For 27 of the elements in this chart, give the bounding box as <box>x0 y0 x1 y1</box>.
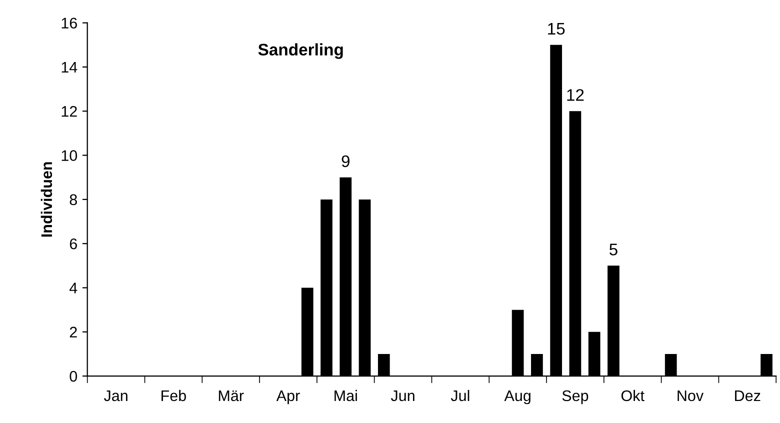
data-label: 5 <box>610 244 618 256</box>
x-tick-label: Aug <box>504 390 530 404</box>
data-label: 15 <box>548 23 565 35</box>
y-tick-label: 12 <box>62 106 77 117</box>
y-tick-label: 14 <box>62 62 78 73</box>
y-tick-label: 16 <box>62 18 77 29</box>
x-tick-label: Dez <box>735 390 760 402</box>
y-axis-title: Individuen <box>40 162 52 237</box>
x-tick-label: Jan <box>104 390 128 402</box>
data-label: 12 <box>567 89 584 101</box>
y-tick-label: 8 <box>70 194 77 206</box>
x-tick-label: Jul <box>450 390 470 402</box>
x-tick-label: Okt <box>621 390 644 402</box>
y-tick-label: 2 <box>70 326 77 338</box>
x-tick-label: Mai <box>334 390 357 402</box>
data-label: 9 <box>342 155 350 168</box>
text: Sanderling <box>258 43 343 59</box>
x-tick-label: Nov <box>678 390 704 402</box>
x-tick-label: Feb <box>162 390 186 402</box>
x-tick-label: Apr <box>276 390 300 404</box>
y-tick-label: 6 <box>70 238 77 250</box>
y-tick-label: 0 <box>70 370 78 382</box>
y-tick-label: 10 <box>62 150 78 161</box>
x-tick-label: Jun <box>390 390 414 402</box>
x-tick-label: Sep <box>562 390 588 404</box>
y-tick-label: 4 <box>69 282 78 294</box>
x-tick-label: Mär <box>218 390 244 402</box>
